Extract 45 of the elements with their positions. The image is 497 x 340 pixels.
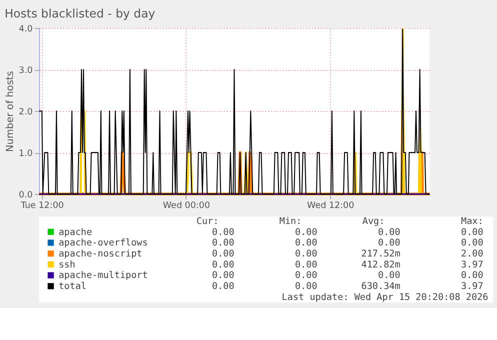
legend-label: apache-noscript xyxy=(58,248,142,260)
legend-label: ssh xyxy=(58,259,76,270)
text: 0.00 xyxy=(295,259,318,270)
text: Cur: xyxy=(196,216,219,227)
text: 0.00 xyxy=(212,281,234,292)
text: 630.34m xyxy=(361,281,401,292)
text: Avg: xyxy=(362,216,385,227)
text: 0.00 xyxy=(378,270,400,282)
text: 0.00 xyxy=(461,270,484,282)
text: 3.97 xyxy=(461,281,484,292)
y-tick-label: 0.0 xyxy=(18,190,33,200)
text: 0.00 xyxy=(378,238,400,249)
text: Max: xyxy=(461,216,484,227)
legend-label: apache-overflows xyxy=(58,238,148,249)
text: 0.00 xyxy=(295,281,318,292)
text: Min: xyxy=(279,216,302,227)
text: Last update: Wed Apr 15 20:20:08 2026 xyxy=(282,292,488,303)
y-tick-label: 2.0 xyxy=(18,107,33,118)
text: 0.00 xyxy=(461,226,484,238)
text: 217.52m xyxy=(361,248,401,260)
legend-label: apache xyxy=(58,226,92,238)
x-tick-label: Wed 00:00 xyxy=(162,201,210,212)
text: 0.00 xyxy=(212,226,234,238)
x-tick-label: Wed 12:00 xyxy=(307,201,354,212)
text: 0.00 xyxy=(212,270,234,282)
chart-title: Hosts blacklisted - by day xyxy=(4,6,156,20)
y-tick-label: 3.0 xyxy=(18,66,33,76)
text: 0.00 xyxy=(295,270,318,282)
legend-label: apache-multiport xyxy=(58,270,148,282)
text: 0.00 xyxy=(461,238,484,249)
y-tick-label: 1.0 xyxy=(18,148,33,159)
text: 0.00 xyxy=(212,259,234,270)
text: 2.00 xyxy=(461,248,484,260)
text: 0.00 xyxy=(295,248,318,260)
text: 412.82m xyxy=(361,259,401,270)
text: 3.97 xyxy=(461,259,484,270)
legend-label: total xyxy=(58,281,86,292)
x-tick-label: Tue 12:00 xyxy=(20,201,64,212)
text: 0.00 xyxy=(212,238,234,249)
text: 0.00 xyxy=(378,226,400,238)
y-axis-title: Number of hosts xyxy=(4,71,16,152)
y-tick-label: 4.0 xyxy=(18,24,33,34)
text: 0.00 xyxy=(295,226,318,238)
text: 0.00 xyxy=(212,248,234,260)
text: 0.00 xyxy=(295,238,318,249)
